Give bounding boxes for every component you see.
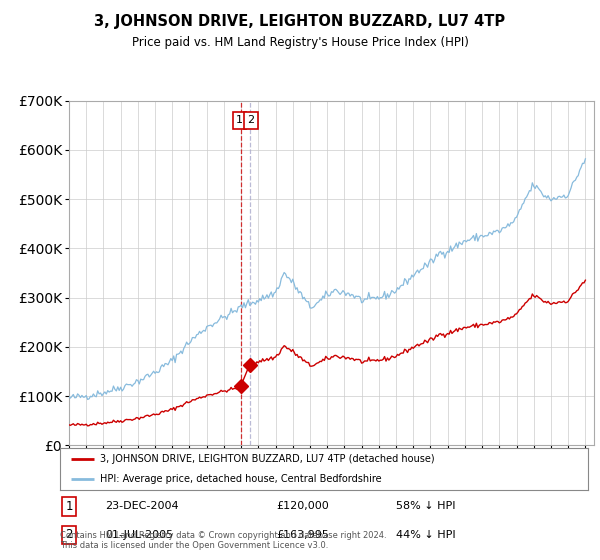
Text: £163,995: £163,995	[276, 530, 329, 540]
Text: 44% ↓ HPI: 44% ↓ HPI	[396, 530, 455, 540]
Text: Price paid vs. HM Land Registry's House Price Index (HPI): Price paid vs. HM Land Registry's House …	[131, 36, 469, 49]
Text: 2: 2	[247, 115, 254, 125]
Text: £120,000: £120,000	[276, 501, 329, 511]
Text: 01-JUL-2005: 01-JUL-2005	[105, 530, 173, 540]
Text: 2: 2	[65, 529, 73, 542]
Text: 1: 1	[65, 500, 73, 513]
Text: HPI: Average price, detached house, Central Bedfordshire: HPI: Average price, detached house, Cent…	[100, 474, 381, 484]
Text: 23-DEC-2004: 23-DEC-2004	[105, 501, 179, 511]
Text: 3, JOHNSON DRIVE, LEIGHTON BUZZARD, LU7 4TP (detached house): 3, JOHNSON DRIVE, LEIGHTON BUZZARD, LU7 …	[100, 454, 434, 464]
Text: 3, JOHNSON DRIVE, LEIGHTON BUZZARD, LU7 4TP: 3, JOHNSON DRIVE, LEIGHTON BUZZARD, LU7 …	[94, 14, 506, 29]
Text: 1: 1	[236, 115, 243, 125]
Text: 58% ↓ HPI: 58% ↓ HPI	[396, 501, 455, 511]
Text: Contains HM Land Registry data © Crown copyright and database right 2024.
This d: Contains HM Land Registry data © Crown c…	[60, 530, 386, 550]
